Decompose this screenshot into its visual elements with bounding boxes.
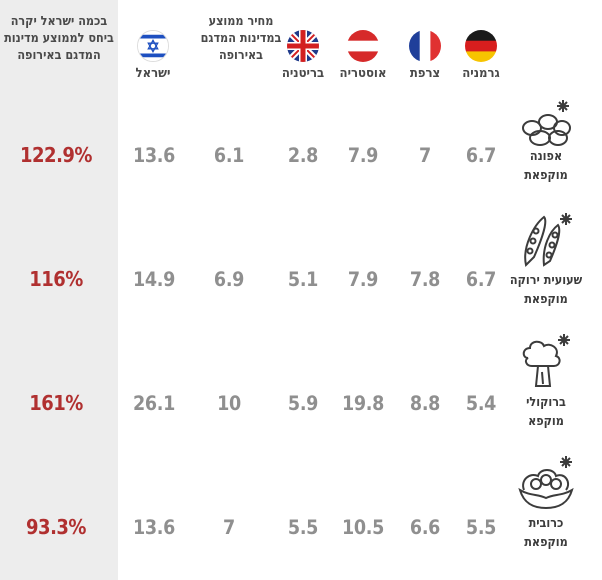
israel-value-cell: 13.6 — [132, 144, 176, 167]
value-cell: 7.8 — [409, 268, 441, 291]
average-header-line: מחיר ממוצע — [208, 13, 274, 28]
value-cell: 5.9 — [287, 392, 319, 415]
product-name-peas: אפונה מוקפאת — [506, 146, 586, 184]
product-name-line: שעועית ירוקה — [509, 272, 583, 287]
germany-flag-icon — [465, 30, 497, 62]
average-header-line: במדינות המדגם — [200, 30, 282, 45]
average-value-cell: 6.9 — [213, 268, 245, 291]
product-name-line: כרובית — [528, 515, 564, 530]
average-value-cell: 6.1 — [213, 144, 245, 167]
country-name-austria: אוסטריה — [339, 66, 387, 81]
percent-cell: 116% — [29, 267, 83, 291]
average-header-line: באירופה — [218, 47, 264, 62]
value-cell: 19.8 — [341, 392, 385, 415]
percent-column-header: בכמה ישראל יקרה ביחס לממוצע מדינות המדגם… — [2, 12, 116, 63]
value-cell: 7.9 — [347, 144, 379, 167]
israel-value-cell: 14.9 — [132, 268, 176, 291]
value-cell: 5.4 — [465, 392, 497, 415]
value-cell: 7 — [419, 144, 431, 167]
country-name-france: צרפת — [409, 66, 441, 81]
green-beans-icon — [514, 207, 578, 271]
value-cell: 10.5 — [341, 516, 385, 539]
product-name-broccoli: ברוקולי מוקפא — [506, 392, 586, 430]
average-column-header: מחיר ממוצע במדינות המדגם באירופה — [193, 12, 289, 63]
value-cell: 6.7 — [465, 268, 497, 291]
percent-header-line: בכמה ישראל יקרה — [10, 13, 108, 28]
peas-icon — [514, 94, 578, 158]
value-cell: 5.5 — [287, 516, 319, 539]
france-flag-icon — [409, 30, 441, 62]
israel-flag-icon — [137, 30, 169, 62]
percent-cell: 93.3% — [26, 515, 86, 539]
product-name-line: מוקפא — [528, 413, 564, 428]
product-name-cauliflower: כרובית מוקפאת — [506, 513, 586, 551]
broccoli-icon — [514, 328, 578, 392]
value-cell: 5.5 — [465, 516, 497, 539]
israel-value-cell: 26.1 — [132, 392, 176, 415]
israel-value-cell: 13.6 — [132, 516, 176, 539]
value-cell: 6.7 — [465, 144, 497, 167]
country-name-uk: בריטניה — [281, 66, 325, 81]
product-name-green-beans: שעועית ירוקה מוקפאת — [506, 270, 586, 308]
value-cell: 2.8 — [287, 144, 319, 167]
percent-cell: 122.9% — [20, 143, 92, 167]
uk-flag-icon — [287, 30, 319, 62]
average-value-cell: 7 — [223, 516, 235, 539]
cauliflower-icon — [514, 450, 578, 514]
austria-flag-icon — [347, 30, 379, 62]
product-name-line: מוקפאת — [524, 167, 568, 182]
value-cell: 6.6 — [409, 516, 441, 539]
product-name-line: אפונה — [529, 148, 563, 163]
value-cell: 8.8 — [409, 392, 441, 415]
percent-header-line: המדגם באירופה — [17, 47, 101, 62]
product-name-line: מוקפאת — [524, 291, 568, 306]
value-cell: 5.1 — [287, 268, 319, 291]
average-value-cell: 10 — [217, 392, 241, 415]
country-name-israel: ישראל — [135, 66, 171, 81]
country-name-germany: גרמניה — [462, 66, 500, 81]
percent-cell: 161% — [29, 391, 83, 415]
product-name-line: ברוקולי — [526, 394, 566, 409]
product-name-line: מוקפאת — [524, 534, 568, 549]
percent-column-background — [0, 0, 118, 580]
value-cell: 7.9 — [347, 268, 379, 291]
percent-header-line: ביחס לממוצע מדינות — [4, 30, 114, 45]
